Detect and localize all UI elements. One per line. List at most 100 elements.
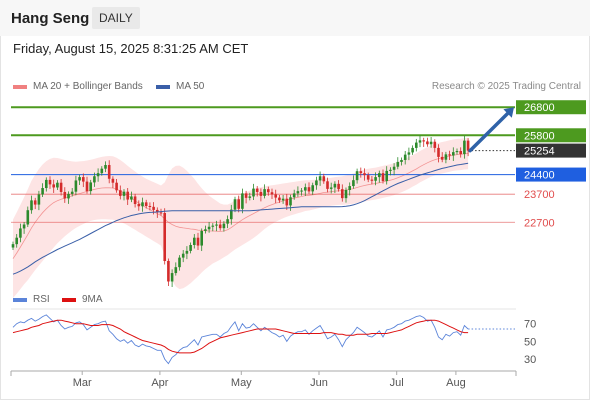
candle-body	[440, 156, 444, 160]
candle-body	[82, 177, 85, 182]
candle-body	[33, 200, 37, 205]
candle-body	[333, 183, 337, 188]
candle-body	[248, 196, 252, 198]
instrument-title: Hang Seng	[11, 10, 90, 27]
candle-body	[63, 191, 67, 199]
candle-body	[233, 199, 237, 210]
x-label-Jun: Jun	[310, 377, 328, 389]
level-label-22700: 22700	[524, 217, 555, 229]
candle-body	[70, 191, 74, 194]
candle-body	[185, 250, 189, 254]
candle-body	[352, 180, 355, 187]
candle-body	[422, 140, 425, 142]
x-label-Aug: Aug	[446, 377, 466, 389]
x-label-May: May	[231, 377, 252, 389]
candle-body	[137, 204, 141, 207]
candle-body	[411, 147, 414, 153]
bollinger-fill	[13, 137, 469, 298]
candle-body	[463, 140, 466, 155]
candle-body	[455, 150, 459, 153]
candle-body	[459, 150, 462, 155]
candle-body	[141, 202, 144, 207]
candle-body	[104, 165, 107, 169]
candle-body	[366, 175, 370, 180]
candle-body	[156, 209, 159, 213]
legend-bollinger-swatch	[13, 84, 27, 89]
legend-ma50-swatch	[156, 84, 170, 89]
level-label-bg-25254	[516, 143, 586, 158]
ma50-line	[12, 162, 469, 275]
period-selector[interactable]: DAILY	[92, 7, 140, 29]
candle-body	[318, 176, 322, 181]
candle-body	[270, 192, 274, 195]
x-label-Jul: Jul	[390, 377, 404, 389]
legend-rsi-label: RSI	[33, 294, 50, 305]
level-label-25254: 25254	[524, 146, 555, 158]
candle-body	[315, 180, 318, 186]
candle-body	[389, 169, 392, 171]
candle-body	[222, 223, 226, 229]
candle-body	[322, 176, 326, 182]
candle-body	[448, 154, 451, 156]
candle-body	[100, 168, 104, 174]
level-label-26800: 26800	[524, 102, 555, 114]
rsi-tick-30: 30	[524, 354, 536, 366]
candle-body	[19, 228, 22, 238]
candle-body	[207, 226, 211, 230]
legend-ma50: MA 50	[156, 81, 204, 92]
x-label-Apr: Apr	[151, 377, 168, 389]
ma20-line	[12, 153, 469, 259]
candle-body	[96, 173, 100, 177]
candle-body	[74, 180, 78, 192]
rsi-line	[12, 314, 469, 365]
candle-body	[341, 189, 344, 199]
candle-body	[259, 191, 263, 196]
candle-body	[359, 171, 363, 174]
x-label-Mar: Mar	[73, 377, 92, 389]
bollinger-bands	[12, 137, 469, 298]
candle-body	[133, 196, 137, 205]
candle-body	[85, 181, 89, 192]
candle-body	[15, 237, 18, 245]
candle-body	[196, 237, 200, 246]
candle-body	[45, 179, 48, 189]
candle-body	[237, 199, 240, 209]
candle-body	[226, 219, 229, 224]
candle-body	[285, 198, 289, 206]
candle-body	[392, 166, 396, 170]
candle-body	[396, 161, 400, 167]
legend-rsi-ma-label: 9MA	[82, 294, 103, 305]
candle-body	[148, 205, 152, 207]
rsi-panel: 70 50 30	[11, 308, 536, 366]
level-label-bg-26800	[516, 100, 586, 115]
candle-body	[407, 152, 411, 155]
target-arrow-head	[503, 107, 514, 118]
candle-body	[56, 182, 59, 188]
legend-rsi-ma: 9MA	[62, 294, 103, 305]
candle-body	[89, 182, 92, 192]
rsi-tick-50: 50	[524, 336, 536, 348]
candle-body	[200, 230, 203, 246]
candle-body	[429, 141, 433, 145]
level-label-24400: 24400	[524, 170, 555, 182]
candle-body	[344, 190, 348, 199]
candle-body	[181, 253, 185, 258]
candle-body	[170, 273, 174, 282]
candle-body	[403, 154, 407, 160]
candle-body	[337, 183, 340, 190]
candle-body	[152, 206, 155, 210]
candle-body	[178, 257, 181, 268]
candle-body	[444, 154, 448, 160]
rsi-ma-line	[12, 319, 469, 354]
candle-body	[300, 190, 303, 192]
candle-body	[30, 200, 33, 211]
candle-body	[370, 179, 374, 181]
candle-body	[241, 193, 244, 209]
candle-body	[59, 182, 63, 192]
candle-body	[263, 189, 266, 196]
candle-body	[167, 260, 170, 282]
candle-body	[26, 210, 30, 225]
legend-bollinger: MA 20 + Bollinger Bands	[13, 81, 143, 92]
candle-body	[466, 140, 470, 151]
candle-body	[381, 173, 385, 182]
